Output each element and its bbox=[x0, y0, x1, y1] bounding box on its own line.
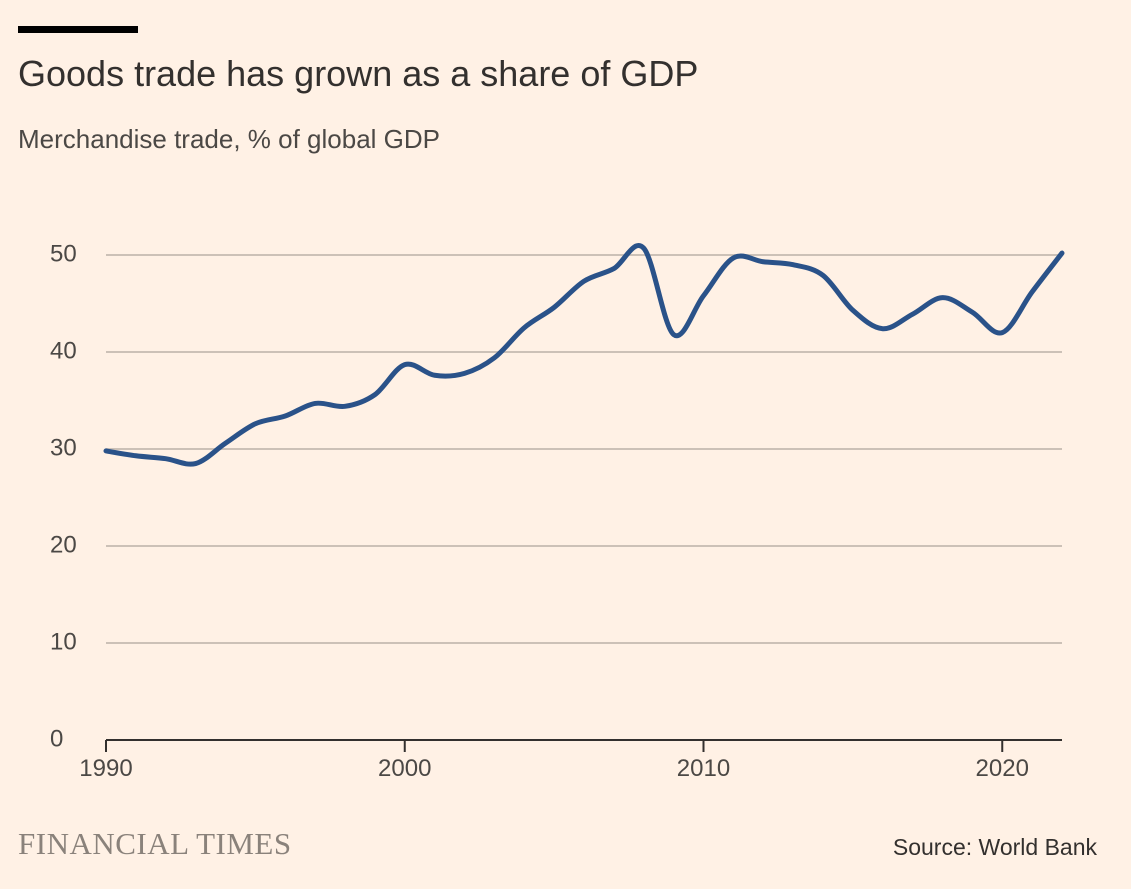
gridlines bbox=[106, 254, 1062, 644]
y-tick-label-20: 20 bbox=[50, 531, 77, 558]
source-note: Source: World Bank bbox=[892, 834, 1097, 860]
x-tick-label-1990: 1990 bbox=[79, 755, 132, 782]
y-tick-label-30: 30 bbox=[50, 434, 77, 461]
ft-logo: FINANCIAL TIMES bbox=[18, 826, 292, 861]
chart-subtitle: Merchandise trade, % of global GDP bbox=[18, 124, 440, 154]
x-tick-label-2010: 2010 bbox=[677, 755, 730, 782]
chart-title: Goods trade has grown as a share of GDP bbox=[18, 53, 699, 94]
top-rule bbox=[18, 26, 138, 33]
y-tick-label-10: 10 bbox=[50, 628, 77, 655]
y-tick-label-50: 50 bbox=[50, 240, 77, 267]
y-tick-label-0: 0 bbox=[50, 725, 63, 752]
x-tick-label-2020: 2020 bbox=[976, 755, 1029, 782]
y-tick-label-40: 40 bbox=[50, 337, 77, 364]
series-line-0 bbox=[103, 243, 1065, 467]
series-group bbox=[103, 243, 1065, 467]
y-axis-labels: 0 10 20 30 40 50 bbox=[50, 240, 77, 752]
x-axis: 1990 2000 2010 2020 bbox=[79, 739, 1062, 782]
x-tick-label-2000: 2000 bbox=[378, 755, 431, 782]
